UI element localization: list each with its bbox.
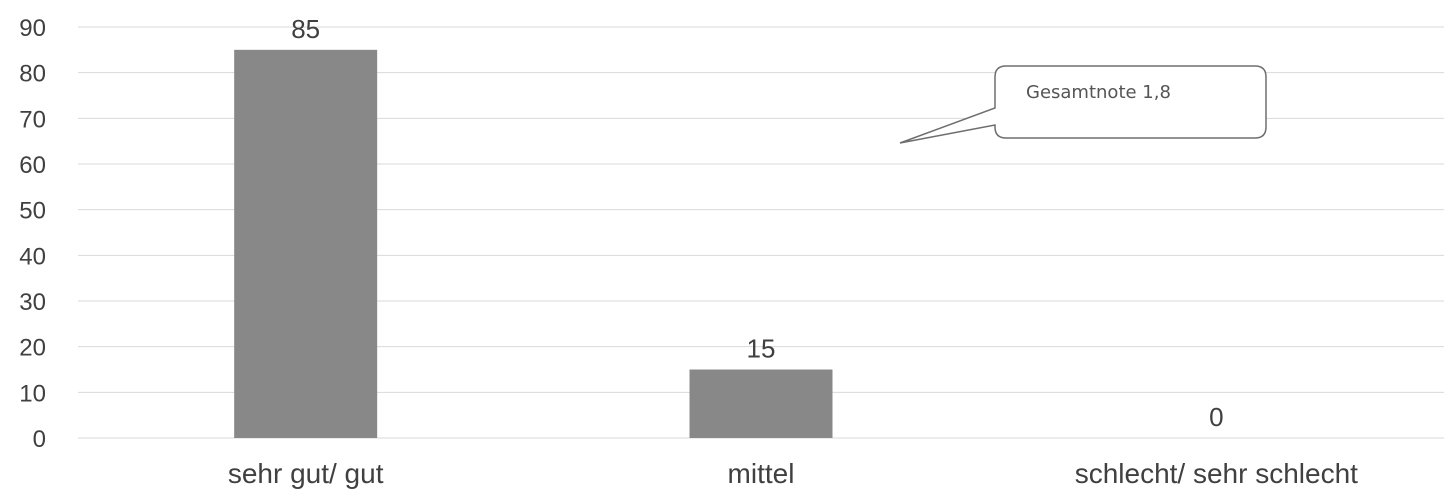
y-tick-label: 50 <box>19 198 46 225</box>
y-tick-label: 30 <box>19 289 46 316</box>
category-label: sehr gut/ gut <box>228 458 384 489</box>
bar <box>234 49 378 438</box>
data-label: 85 <box>291 14 320 44</box>
data-label: 15 <box>747 334 776 364</box>
category-label: mittel <box>728 458 795 489</box>
annotation-callout: Gesamtnote 1,8 <box>899 65 1267 144</box>
data-labels: 85 15 0 <box>291 14 1223 432</box>
y-tick-label: 10 <box>19 380 46 407</box>
bars <box>234 49 833 438</box>
bar <box>689 369 833 438</box>
y-tick-label: 80 <box>19 61 46 88</box>
callout-bubble <box>899 65 1267 144</box>
y-tick-label: 70 <box>19 106 46 133</box>
y-tick-label: 40 <box>19 243 46 270</box>
y-tick-label: 0 <box>33 426 46 453</box>
x-axis-category-labels: sehr gut/ gut mittel schlecht/ sehr schlec… <box>228 458 1358 489</box>
y-tick-label: 90 <box>19 15 46 42</box>
y-axis-tick-labels: 0 10 20 30 40 50 60 70 80 90 <box>19 15 46 453</box>
callout-text: Gesamtnote 1,8 <box>1026 82 1171 103</box>
data-label: 0 <box>1209 402 1223 432</box>
y-tick-label: 60 <box>19 152 46 179</box>
category-label: schlecht/ sehr schlecht <box>1075 458 1358 489</box>
y-tick-label: 20 <box>19 335 46 362</box>
